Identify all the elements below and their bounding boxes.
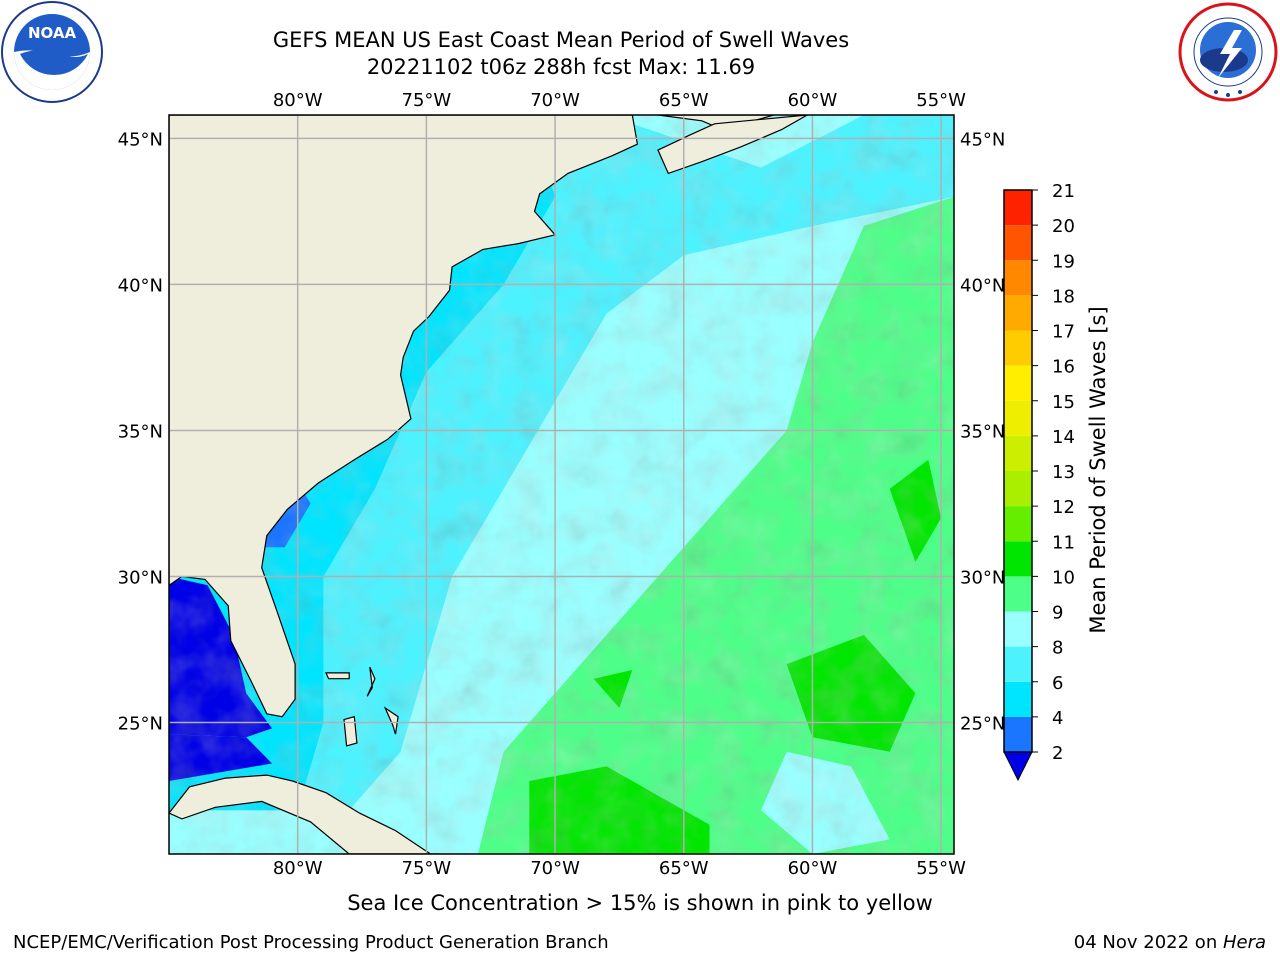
- colorbar-swatch: [1004, 611, 1032, 647]
- colorbar-swatch: [1004, 295, 1032, 331]
- lat-label-right: 45°N: [960, 129, 1005, 150]
- colorbar-tick-label: 10: [1052, 567, 1075, 588]
- footer-date-text: 04 Nov 2022 on: [1073, 932, 1223, 953]
- lon-label-top: 75°W: [402, 90, 452, 111]
- colorbar-swatch: [1004, 471, 1032, 507]
- colorbar-swatch: [1004, 541, 1032, 577]
- footer-host: Hera: [1222, 932, 1266, 953]
- lat-label-right: 40°N: [960, 275, 1005, 296]
- lon-label-bottom: 75°W: [402, 858, 452, 879]
- colorbar-swatch: [1004, 225, 1032, 261]
- footer-date: 04 Nov 2022 on Hera: [1074, 932, 1266, 953]
- nws-logo: [1178, 2, 1278, 102]
- land-nova-scotia-south: [657, 115, 808, 175]
- colorbar-swatch: [1004, 506, 1032, 542]
- colorbar-tick-label: 6: [1052, 673, 1063, 694]
- axis-labels: 80°W 80°W 75°W 75°W 70°W 70°W 65°W 65°W 60°W 60°W…: [118, 90, 1006, 879]
- colorbar-swatch: [1004, 400, 1032, 436]
- lon-label-bottom: 65°W: [659, 858, 709, 879]
- colorbar-tick-label: 2: [1052, 743, 1063, 764]
- lat-label-left: 30°N: [118, 568, 163, 589]
- lon-label-bottom: 60°W: [788, 858, 838, 879]
- lat-label-right: 25°N: [960, 714, 1005, 735]
- colorbar-tick-label: 9: [1052, 603, 1063, 624]
- colorbar-tick-label: 11: [1052, 532, 1075, 553]
- noaa-logo-text: NOAA: [28, 24, 77, 42]
- lat-label-left: 25°N: [118, 714, 163, 735]
- colorbar-swatch: [1004, 365, 1032, 401]
- colorbar-swatch: [1004, 681, 1032, 717]
- noaa-logo: NOAA: [1, 1, 103, 103]
- colorbar-tick-label: 19: [1052, 251, 1075, 272]
- lon-label-bottom: 70°W: [530, 858, 580, 879]
- colorbar-tick-label: 21: [1052, 181, 1075, 202]
- lon-label-top: 60°W: [788, 90, 838, 111]
- colorbar-tick-label: 8: [1052, 638, 1063, 659]
- lon-label-bottom: 80°W: [273, 858, 323, 879]
- footer-credit: NCEP/EMC/Verification Post Processing Pr…: [13, 932, 609, 953]
- map-frame: [168, 114, 955, 855]
- colorbar-tick-label: 4: [1052, 708, 1063, 729]
- colorbar-tick-label: 14: [1052, 427, 1075, 448]
- chart-subtitle: 20221102 t06z 288h fcst Max: 11.69: [366, 55, 756, 79]
- colorbar-swatch: [1004, 716, 1032, 752]
- lon-label-bottom: 55°W: [916, 858, 966, 879]
- colorbar-tick-label: 20: [1052, 216, 1075, 237]
- land-cuba: [169, 774, 440, 854]
- colorbar-tick-label: 13: [1052, 462, 1075, 483]
- land-grand-bahama: [325, 672, 350, 680]
- chart-title: GEFS MEAN US East Coast Mean Period of S…: [272, 28, 850, 52]
- colorbar-tick-label: 15: [1052, 392, 1075, 413]
- map-area: [169, 115, 954, 854]
- lat-label-left: 35°N: [118, 421, 163, 442]
- colorbar-swatch: [1004, 330, 1032, 366]
- colorbar-tick-label: 17: [1052, 322, 1075, 343]
- colorbar-title: Mean Period of Swell Waves [s]: [1086, 306, 1110, 634]
- land-north-america: [169, 115, 639, 718]
- land-bahamas-eleuthera: [383, 706, 399, 735]
- colorbar: 2 4 6 8 9 10 11 12 13 14 15 16 17 18 19 20 21: [1003, 181, 1075, 782]
- sea-ice-note: Sea Ice Concentration > 15% is shown in …: [347, 891, 933, 915]
- colorbar-swatch: [1004, 646, 1032, 682]
- colorbar-swatch: [1004, 576, 1032, 612]
- colorbar-swatch: [1004, 190, 1032, 226]
- lon-label-top: 55°W: [916, 90, 966, 111]
- colorbar-tick-label: 12: [1052, 497, 1075, 518]
- colorbar-swatch: [1004, 260, 1032, 296]
- land-bahamas-abaco: [366, 666, 376, 697]
- land-bahamas-andros: [343, 715, 358, 747]
- lon-label-top: 65°W: [659, 90, 709, 111]
- lat-label-left: 45°N: [118, 129, 163, 150]
- lon-label-top: 70°W: [530, 90, 580, 111]
- land: [169, 115, 808, 854]
- colorbar-swatch: [1004, 435, 1032, 471]
- lon-label-top: 80°W: [273, 90, 323, 111]
- lat-label-right: 30°N: [960, 568, 1005, 589]
- lat-label-right: 35°N: [960, 421, 1005, 442]
- colorbar-tick-label: 18: [1052, 286, 1075, 307]
- graticule: [169, 115, 954, 854]
- colorbar-tick-label: 16: [1052, 357, 1075, 378]
- lat-label-left: 40°N: [118, 275, 163, 296]
- colorbar-extend-min: [1003, 751, 1033, 782]
